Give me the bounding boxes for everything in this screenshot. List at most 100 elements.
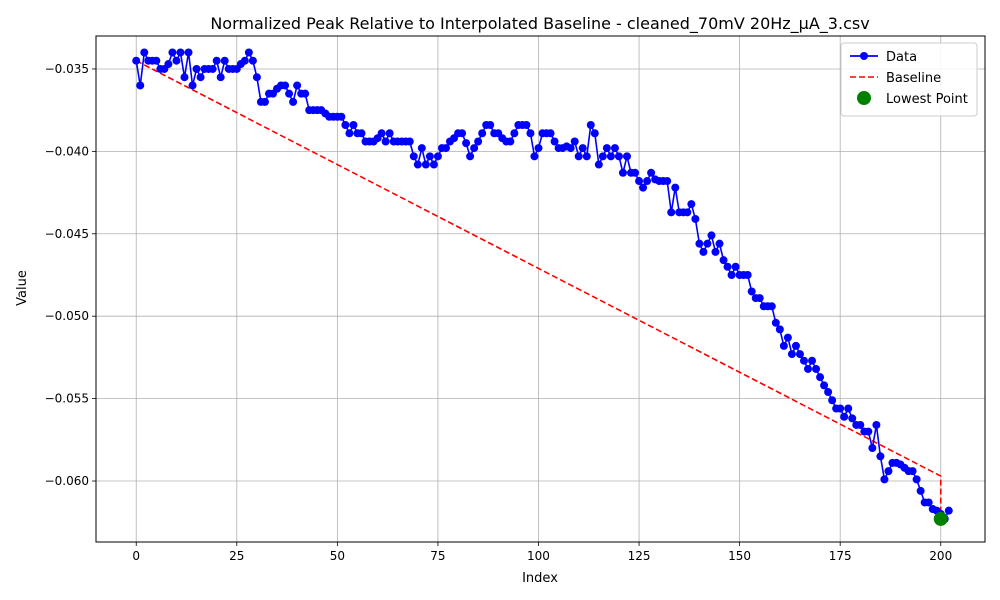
data-point <box>812 364 821 373</box>
data-point <box>252 73 261 82</box>
data-point <box>703 239 712 248</box>
data-point <box>727 270 736 279</box>
data-point <box>526 129 535 138</box>
data-point <box>783 333 792 342</box>
data-point <box>687 200 696 209</box>
data-point <box>771 318 780 327</box>
data-point <box>695 239 704 248</box>
data-point <box>574 152 583 161</box>
data-point <box>707 231 716 240</box>
plot-area <box>95 35 986 543</box>
data-point <box>824 388 833 397</box>
data-point <box>172 56 181 65</box>
data-point <box>602 144 611 153</box>
legend-box <box>840 42 978 117</box>
data-point <box>522 121 531 130</box>
lowest-point-series <box>933 511 948 526</box>
data-point <box>240 56 249 65</box>
data-point <box>586 121 595 130</box>
data-point <box>639 183 648 192</box>
data-point <box>614 152 623 161</box>
data-point <box>470 144 479 153</box>
data-point <box>647 168 656 177</box>
data-point <box>357 129 366 138</box>
x-tick-label: 25 <box>229 549 244 563</box>
data-point <box>285 89 294 98</box>
x-axis-label: Index <box>522 571 558 586</box>
data-point <box>425 152 434 161</box>
data-point <box>683 208 692 217</box>
lowest-point-marker <box>933 511 948 526</box>
x-tick-label: 50 <box>330 549 345 563</box>
data-point <box>486 121 495 130</box>
data-point <box>510 129 519 138</box>
data-point <box>385 129 394 138</box>
data-point <box>635 177 644 186</box>
x-tick-label: 100 <box>527 549 550 563</box>
legend-lowest-marker <box>857 91 871 105</box>
data-point <box>188 81 197 90</box>
data-point <box>289 97 298 106</box>
data-point <box>341 121 350 130</box>
data-point <box>844 404 853 413</box>
data-point <box>804 364 813 373</box>
legend-entry-baseline: Baseline <box>886 71 941 86</box>
data-point <box>301 89 310 98</box>
data-point <box>534 144 543 153</box>
data-point <box>216 73 225 82</box>
data-point <box>381 137 390 146</box>
data-point <box>281 81 290 90</box>
data-point <box>848 414 857 423</box>
x-tick-label: 0 <box>132 549 140 563</box>
data-point <box>546 129 555 138</box>
data-point <box>594 160 603 169</box>
data-point <box>590 129 599 138</box>
data-point <box>808 356 817 365</box>
data-point <box>349 121 358 130</box>
data-point <box>671 183 680 192</box>
data-point <box>212 56 221 65</box>
data-point <box>566 144 575 153</box>
data-point <box>421 160 430 169</box>
data-point <box>767 302 776 311</box>
data-point <box>458 129 467 138</box>
x-tick-label: 150 <box>728 549 751 563</box>
chart-title: Normalized Peak Relative to Interpolated… <box>210 14 869 34</box>
data-point <box>196 73 205 82</box>
x-tick-label: 175 <box>829 549 852 563</box>
x-axis: 0 25 50 75 100 125 150 175 200 <box>132 542 952 563</box>
data-point <box>743 270 752 279</box>
data-point <box>578 144 587 153</box>
data-point <box>466 152 475 161</box>
data-point <box>462 139 471 148</box>
data-point <box>719 256 728 265</box>
data-point <box>840 412 849 421</box>
data-point <box>924 498 933 507</box>
data-point <box>916 486 925 495</box>
baseline-series <box>135 60 942 519</box>
data-point <box>775 325 784 334</box>
data-point <box>699 247 708 256</box>
data-point <box>530 152 539 161</box>
data-series <box>132 48 953 523</box>
data-point <box>816 373 825 382</box>
baseline-line <box>135 60 942 519</box>
data-point <box>755 294 764 303</box>
data-point <box>478 129 487 138</box>
data-point <box>868 444 877 453</box>
data-point <box>570 137 579 146</box>
x-tick-label: 200 <box>929 549 952 563</box>
data-point <box>631 168 640 177</box>
data-point <box>598 152 607 161</box>
data-point <box>908 467 917 476</box>
data-point <box>912 475 921 484</box>
data-point <box>180 73 189 82</box>
y-tick-label: −0.035 <box>45 62 89 76</box>
y-tick-label: −0.045 <box>45 227 89 241</box>
y-tick-label: −0.050 <box>45 309 89 323</box>
data-point <box>244 48 253 57</box>
y-axis-label: Value <box>15 270 30 306</box>
data-point <box>377 129 386 138</box>
